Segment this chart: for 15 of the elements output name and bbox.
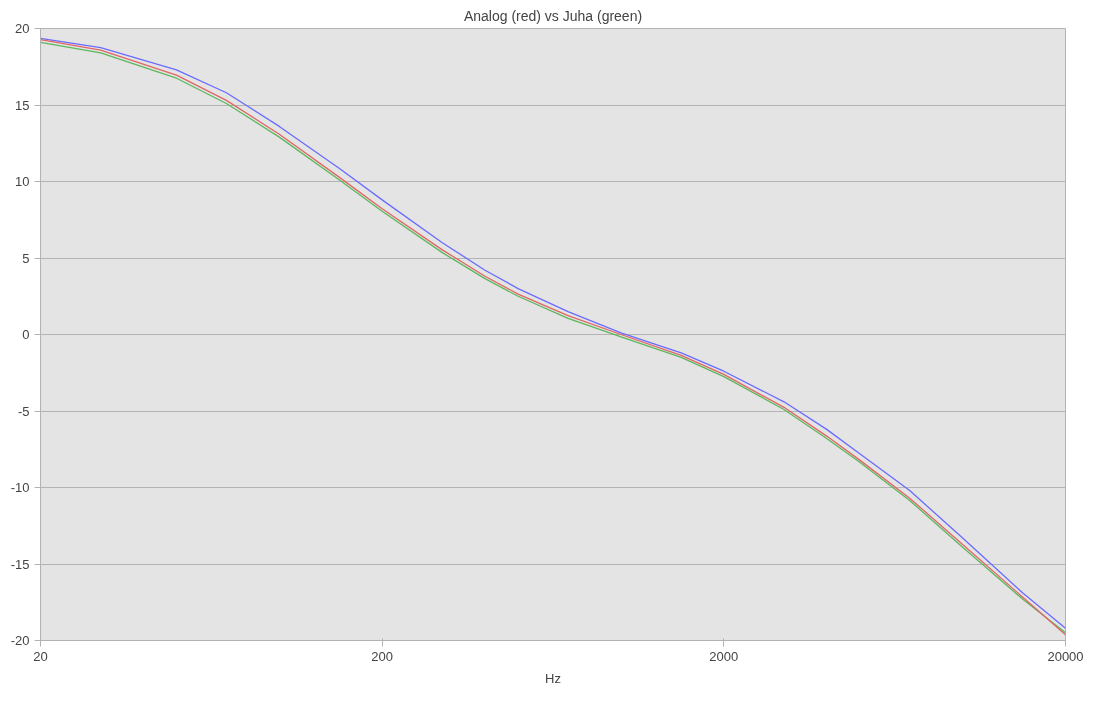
chart-title: Analog (red) vs Juha (green) xyxy=(463,7,643,24)
x-tick-label: 2000 xyxy=(709,648,739,664)
y-tick-label: -10 xyxy=(10,480,30,495)
x-tick-label: 20000 xyxy=(1047,648,1084,664)
x-tick-label: 20 xyxy=(33,648,48,664)
y-tick-label: 10 xyxy=(15,174,30,189)
x-axis-title: Hz xyxy=(545,670,561,686)
y-tick-label: 20 xyxy=(15,21,30,36)
y-tick-label: -20 xyxy=(10,633,30,648)
y-tick-label: 15 xyxy=(15,97,30,113)
y-tick-label: -5 xyxy=(17,403,30,419)
y-tick-label: 0 xyxy=(22,327,30,342)
x-tick-label: 200 xyxy=(371,648,394,664)
y-tick-label: 5 xyxy=(22,250,30,266)
y-tick-label: -15 xyxy=(10,556,30,572)
